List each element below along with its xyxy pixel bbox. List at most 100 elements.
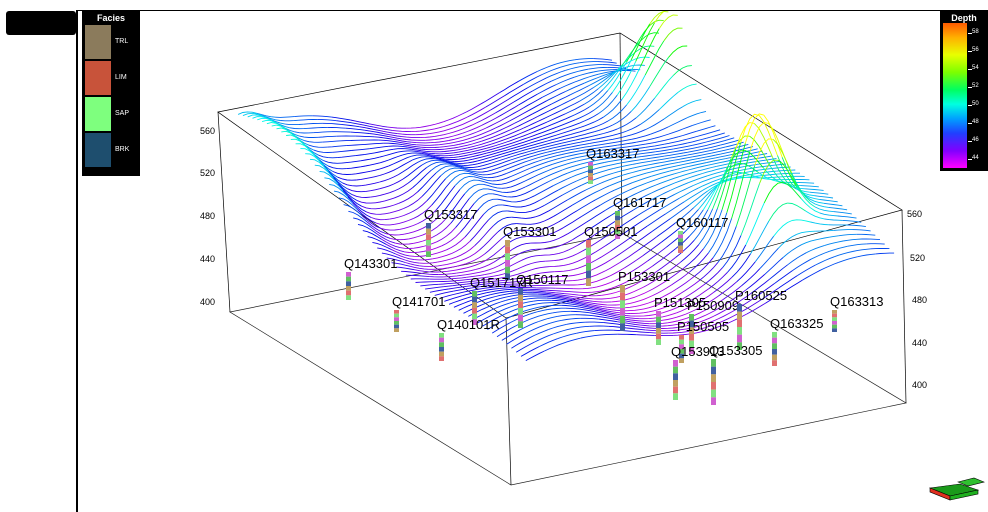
well-marker[interactable]: Q150501 bbox=[584, 224, 638, 286]
contour-line bbox=[505, 152, 525, 159]
contour-line bbox=[416, 158, 436, 164]
contour-line bbox=[759, 159, 778, 184]
well-marker[interactable]: Q143301 bbox=[344, 256, 398, 300]
well-marker[interactable]: P150505 bbox=[677, 319, 729, 363]
contour-line bbox=[597, 70, 617, 75]
well-log-segment bbox=[711, 366, 716, 375]
contour-line bbox=[506, 165, 525, 175]
3d-viewport[interactable]: 560 520 480 440 400 560 520 480 440 400 … bbox=[78, 11, 988, 512]
contour-line bbox=[727, 289, 747, 304]
well-log-segment bbox=[772, 337, 777, 344]
contour-line bbox=[655, 148, 674, 153]
contour-line bbox=[549, 263, 569, 268]
contour-line bbox=[381, 238, 401, 249]
contour-line bbox=[631, 133, 651, 140]
well-marker[interactable]: Q150117 bbox=[516, 272, 569, 328]
contour-line bbox=[640, 28, 660, 67]
contour-line bbox=[564, 293, 584, 296]
contour-line bbox=[519, 133, 539, 142]
well-marker[interactable]: Q163317 bbox=[586, 146, 640, 184]
contour-line bbox=[587, 297, 607, 300]
contour-line bbox=[486, 147, 506, 154]
contour-line bbox=[399, 247, 419, 249]
contour-line bbox=[499, 80, 519, 93]
contour-line bbox=[630, 85, 651, 112]
well-marker[interactable]: P150909 bbox=[687, 298, 739, 354]
contour-line bbox=[416, 150, 436, 155]
depth-tick bbox=[968, 51, 972, 52]
contour-line bbox=[432, 222, 452, 238]
depth-tick bbox=[968, 123, 972, 124]
well-marker[interactable]: Q163325 bbox=[770, 316, 824, 366]
contour-line bbox=[614, 244, 634, 258]
well-marker[interactable]: P151305 bbox=[654, 295, 706, 345]
contour-line bbox=[237, 111, 257, 115]
well-marker[interactable]: Q163313 bbox=[830, 294, 884, 332]
contour-line bbox=[735, 172, 755, 177]
contour-line bbox=[495, 138, 515, 146]
contour-line bbox=[569, 283, 588, 286]
orientation-indicator-icon[interactable] bbox=[928, 477, 985, 501]
contour-line bbox=[485, 95, 505, 108]
well-marker[interactable]: Q141701 bbox=[392, 294, 446, 332]
contour-line bbox=[527, 290, 547, 293]
contour-line bbox=[810, 250, 830, 260]
well-marker[interactable]: P160525 bbox=[735, 288, 787, 350]
contour-line bbox=[361, 181, 380, 187]
contour-line bbox=[583, 64, 603, 67]
contour-line bbox=[541, 66, 561, 76]
well-marker[interactable]: Q151717R bbox=[470, 275, 533, 325]
well-marker[interactable]: Q153317 bbox=[424, 207, 478, 257]
contour-line bbox=[530, 210, 550, 219]
contour-line bbox=[695, 315, 715, 324]
contour-line bbox=[500, 294, 519, 299]
contour-line bbox=[408, 232, 428, 240]
contour-line bbox=[393, 148, 412, 150]
contour-line bbox=[404, 251, 424, 254]
contour-line bbox=[595, 221, 615, 235]
contour-line bbox=[683, 160, 703, 165]
contour-line bbox=[633, 265, 653, 279]
well-marker[interactable]: Q140101R bbox=[437, 317, 500, 361]
contour-line bbox=[615, 301, 635, 306]
well-marker[interactable]: Q153913 bbox=[671, 344, 725, 400]
contour-line bbox=[385, 243, 405, 253]
contour-line bbox=[598, 318, 618, 323]
well-marker[interactable]: Q153301 bbox=[503, 224, 557, 280]
contour-line bbox=[537, 293, 556, 297]
contour-line bbox=[524, 159, 544, 167]
well-log-segment bbox=[346, 286, 351, 291]
toolbar-box[interactable] bbox=[6, 11, 76, 35]
contour-line bbox=[713, 276, 733, 293]
contour-line bbox=[481, 287, 500, 292]
contour-line bbox=[477, 168, 497, 173]
contour-line bbox=[648, 305, 668, 313]
contour-line bbox=[436, 227, 456, 243]
well-marker[interactable]: Q160117 bbox=[676, 215, 729, 253]
contour-line bbox=[590, 185, 610, 196]
well-marker[interactable]: Q161717 bbox=[613, 195, 667, 239]
well-log-segment bbox=[689, 327, 694, 334]
well-marker[interactable]: P153301 bbox=[618, 269, 670, 331]
contour-line bbox=[482, 156, 502, 164]
contour-line bbox=[589, 312, 608, 317]
contour-line bbox=[739, 148, 758, 154]
contour-line bbox=[660, 176, 680, 184]
well-log-segment bbox=[832, 310, 837, 314]
well-marker[interactable]: Q153305 bbox=[709, 343, 763, 405]
contour-line bbox=[511, 337, 531, 349]
well-log-segment bbox=[689, 340, 694, 348]
contour-line bbox=[552, 310, 571, 314]
contour-line bbox=[706, 170, 726, 177]
contour-line bbox=[599, 171, 619, 179]
contour-line bbox=[336, 120, 356, 124]
well-log-segment bbox=[673, 380, 678, 387]
contour-line bbox=[521, 229, 540, 231]
contour-line bbox=[247, 114, 267, 119]
contour-line bbox=[370, 165, 389, 172]
contour-line bbox=[684, 248, 704, 268]
contour-line bbox=[351, 194, 371, 198]
contour-line bbox=[536, 271, 555, 275]
contour-line bbox=[700, 318, 720, 327]
contour-line bbox=[534, 215, 554, 225]
